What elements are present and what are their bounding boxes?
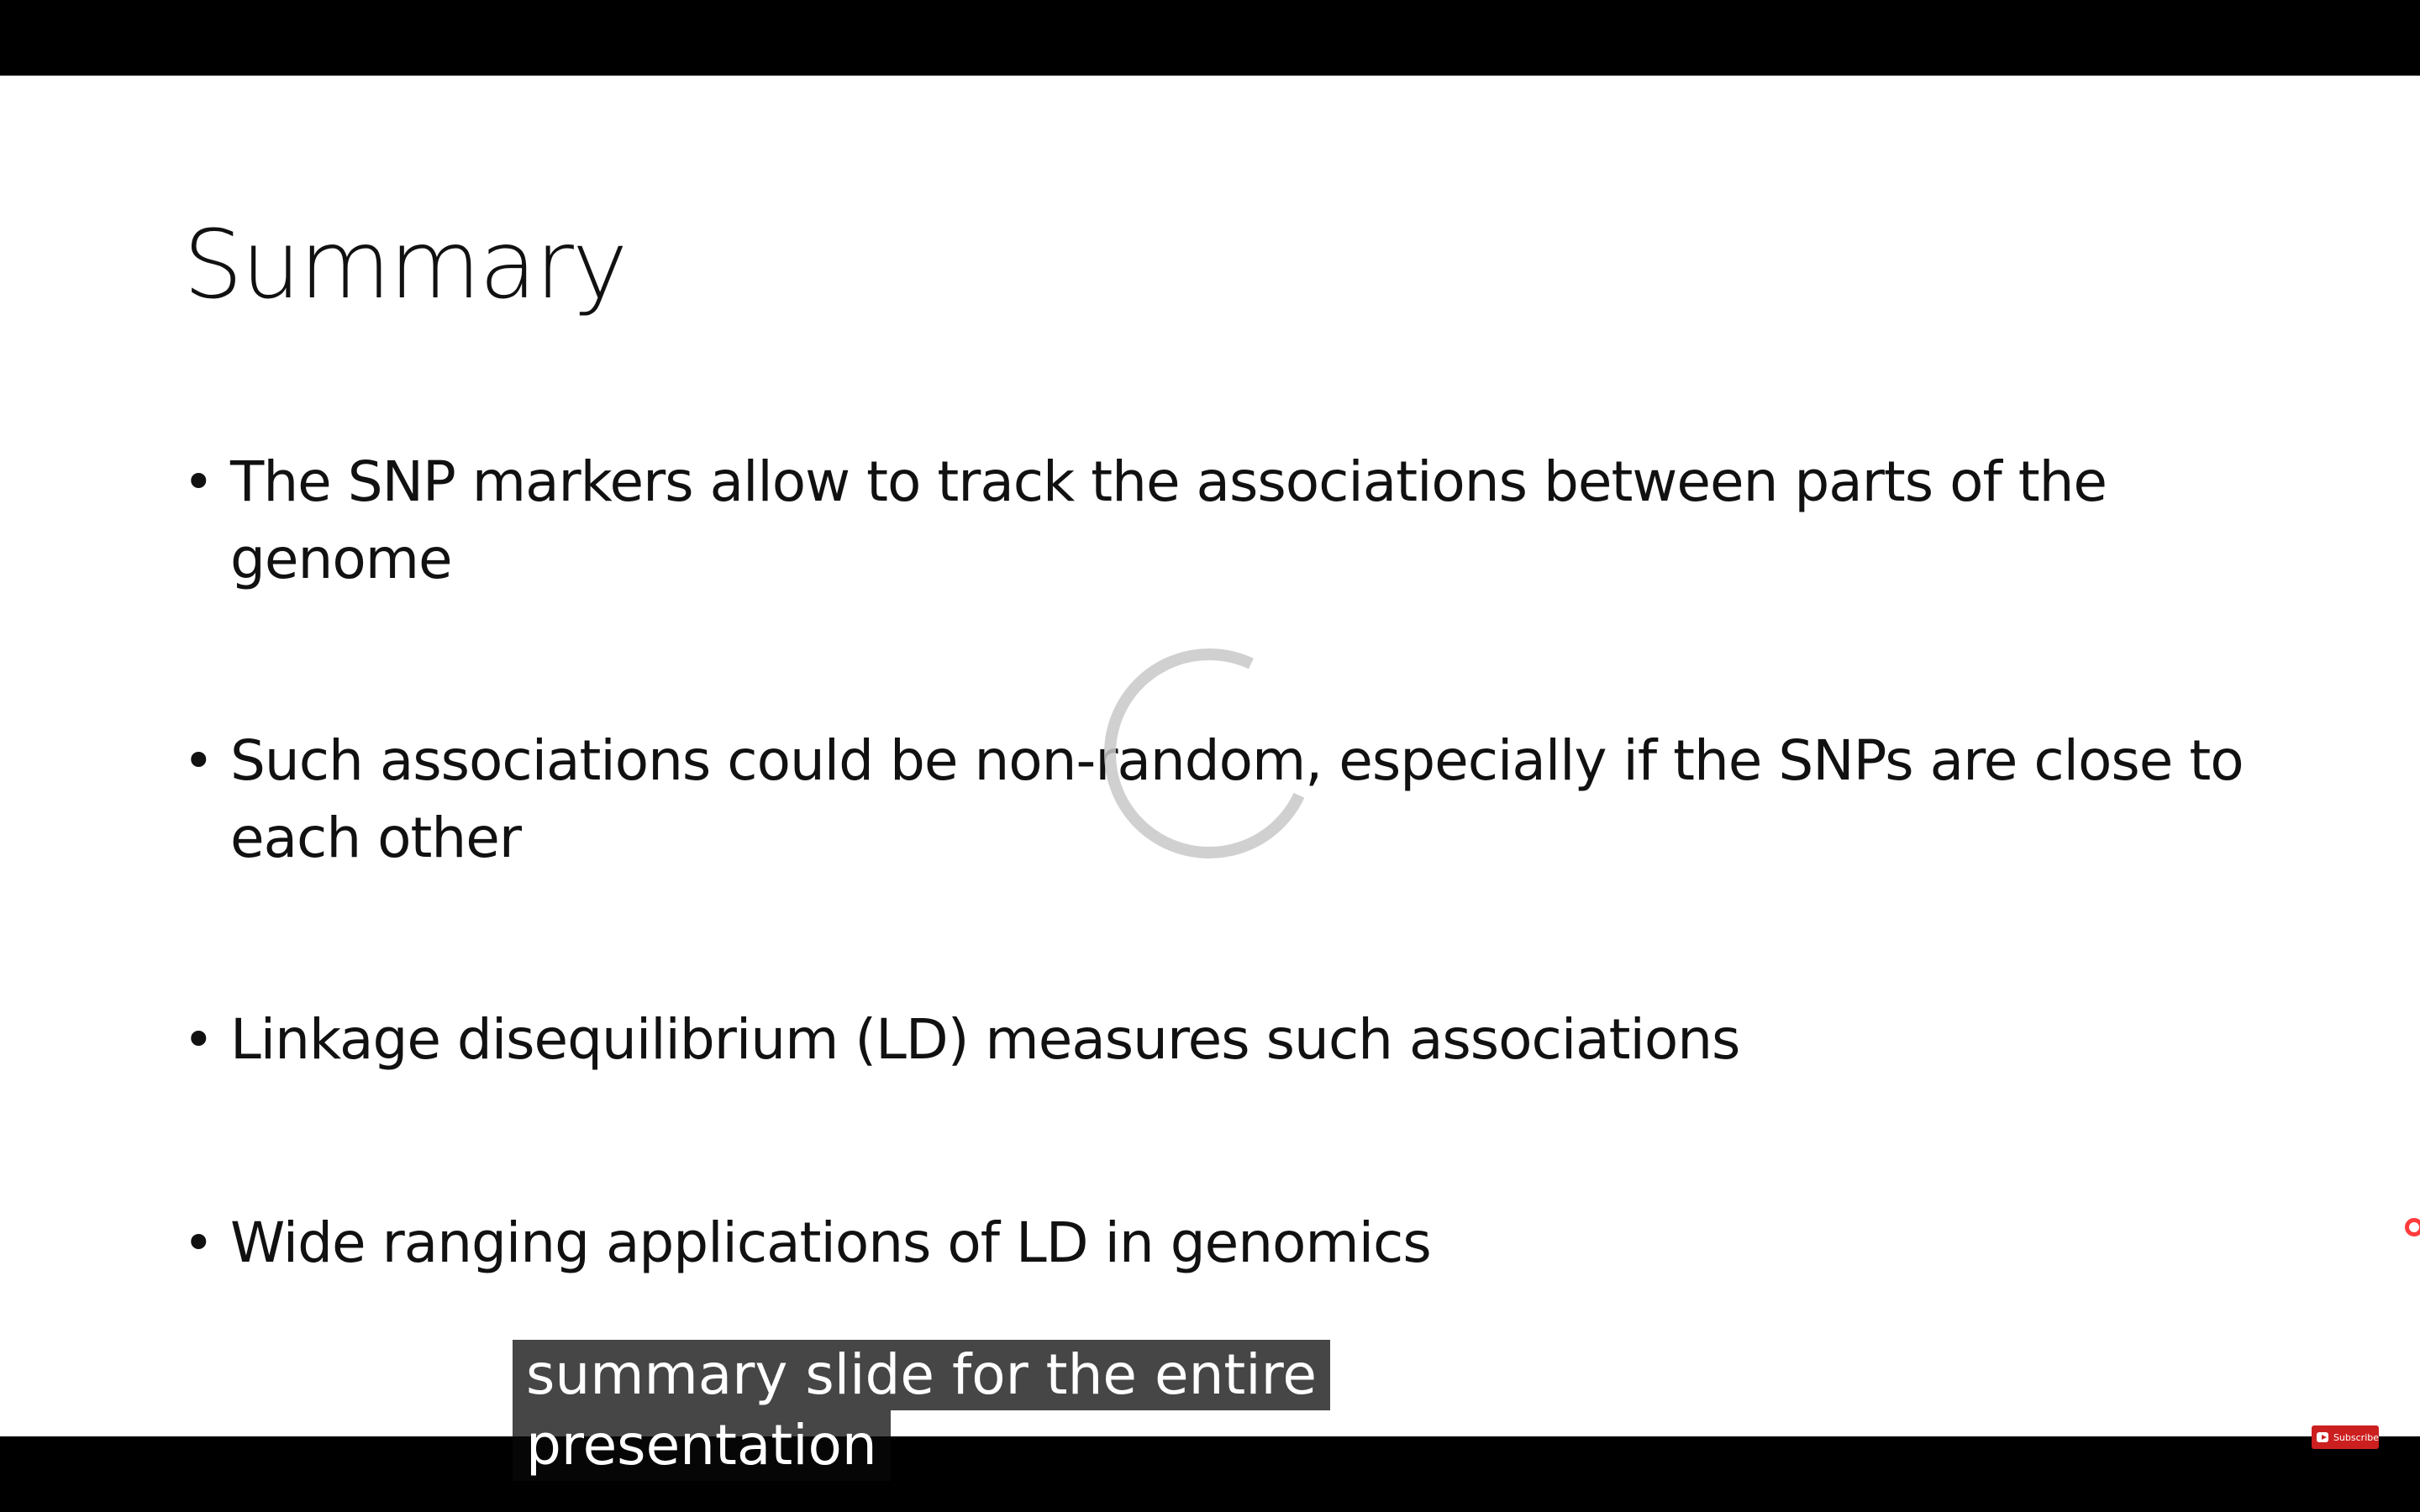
- subscribe-label: Subscribe: [2333, 1431, 2379, 1443]
- bullet-marker: •: [183, 1009, 214, 1070]
- subscribe-button[interactable]: Subscribe: [2312, 1425, 2379, 1449]
- bullet-item: • Linkage disequilibrium (LD) measures s…: [183, 1001, 2250, 1079]
- bullet-text: Such associations could be non-random, e…: [230, 728, 2244, 870]
- bullet-marker: •: [183, 451, 214, 512]
- bullet-text: Linkage disequilibrium (LD) measures suc…: [230, 1007, 1740, 1072]
- bullet-marker: •: [183, 1212, 214, 1273]
- bullet-text: The SNP markers allow to track the assoc…: [230, 449, 2107, 591]
- caption-line: summary slide for the entire: [513, 1340, 1330, 1410]
- presentation-slide: Summary • The SNP markers allow to track…: [0, 76, 2420, 1436]
- bullet-item: • Such associations could be non-random,…: [183, 722, 2250, 877]
- bullet-marker: •: [183, 730, 214, 791]
- bullet-item: • Wide ranging applications of LD in gen…: [183, 1205, 2250, 1282]
- bullet-item: • The SNP markers allow to track the ass…: [183, 444, 2250, 598]
- slide-title: Summary: [183, 211, 628, 320]
- side-indicator-icon: [2405, 1218, 2420, 1236]
- subscribe-icon: [2317, 1432, 2328, 1442]
- caption-line: presentation: [513, 1410, 891, 1481]
- bullet-text: Wide ranging applications of LD in genom…: [230, 1210, 1432, 1275]
- closed-captions: summary slide for the entire presentatio…: [513, 1340, 1330, 1481]
